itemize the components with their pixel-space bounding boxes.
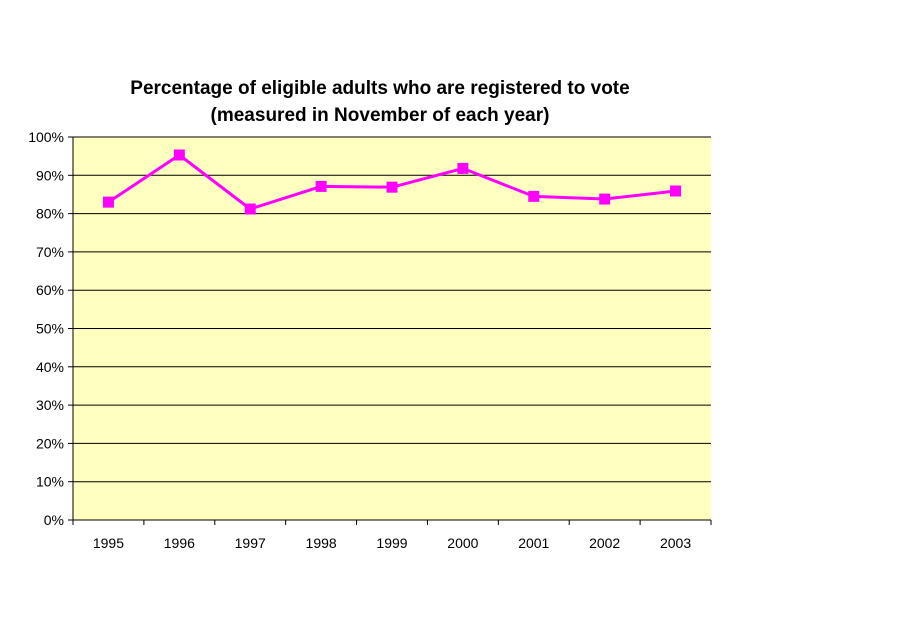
x-tick-label: 2003 bbox=[660, 535, 691, 551]
x-tick-label: 1996 bbox=[164, 535, 195, 551]
series-group bbox=[102, 149, 682, 215]
x-tick-label: 2002 bbox=[589, 535, 620, 551]
y-tick-label: 70% bbox=[36, 244, 64, 260]
gridlines bbox=[73, 136, 711, 483]
x-tick-label: 1997 bbox=[235, 535, 266, 551]
data-point-marker bbox=[102, 196, 114, 208]
data-point-marker bbox=[386, 181, 398, 193]
y-axis-ticks: 0% 10% 20% 30% 40% 50% 60% 70% 80% 90% 100% bbox=[28, 129, 73, 528]
y-tick-label: 40% bbox=[36, 359, 64, 375]
chart-title-line-1: Percentage of eligible adults who are re… bbox=[130, 78, 629, 99]
y-tick-label: 100% bbox=[28, 129, 64, 145]
chart-title-line-2: (measured in November of each year) bbox=[211, 105, 550, 126]
x-tick-label: 1995 bbox=[93, 535, 124, 551]
data-point-marker bbox=[173, 149, 185, 161]
x-tick-label: 2001 bbox=[518, 535, 549, 551]
y-tick-label: 60% bbox=[36, 282, 64, 298]
y-tick-label: 30% bbox=[36, 397, 64, 413]
data-point-marker bbox=[599, 193, 611, 205]
y-tick-label: 50% bbox=[36, 321, 64, 337]
y-tick-label: 90% bbox=[36, 167, 64, 183]
data-point-marker bbox=[457, 162, 469, 174]
y-tick-label: 10% bbox=[36, 474, 64, 490]
data-point-marker bbox=[670, 185, 682, 197]
y-tick-label: 0% bbox=[44, 512, 64, 528]
data-point-marker bbox=[244, 203, 256, 215]
x-tick-label: 2000 bbox=[447, 535, 478, 551]
y-tick-label: 20% bbox=[36, 435, 64, 451]
data-point-marker bbox=[528, 190, 540, 202]
x-axis-ticks: 1995 1996 1997 1998 1999 2000 2001 2002 2003 bbox=[72, 520, 712, 551]
x-tick-label: 1998 bbox=[306, 535, 337, 551]
y-tick-label: 80% bbox=[36, 206, 64, 222]
data-point-marker bbox=[315, 180, 327, 192]
x-tick-label: 1999 bbox=[376, 535, 407, 551]
